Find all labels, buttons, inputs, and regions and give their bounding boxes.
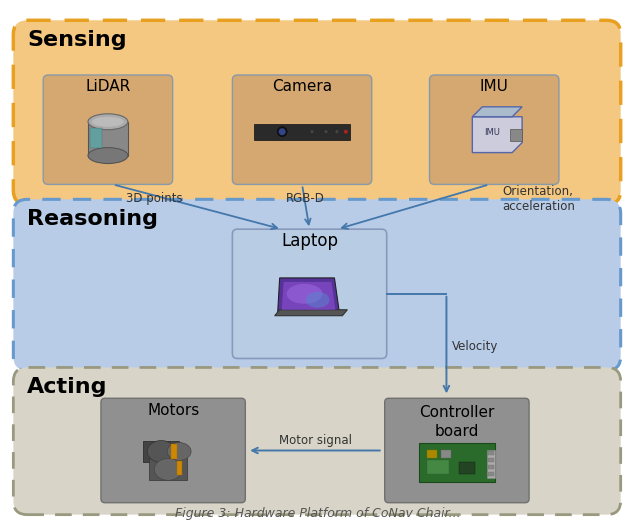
Bar bbox=[427, 461, 449, 474]
Text: IMU: IMU bbox=[480, 80, 509, 94]
Text: RGB-D: RGB-D bbox=[286, 192, 324, 205]
Ellipse shape bbox=[148, 441, 175, 463]
Bar bbox=[171, 443, 177, 460]
Circle shape bbox=[279, 128, 286, 135]
Text: Controller
board: Controller board bbox=[419, 406, 495, 439]
Bar bbox=[441, 451, 451, 458]
Text: Acting: Acting bbox=[27, 377, 107, 397]
Bar bbox=[488, 472, 494, 476]
Polygon shape bbox=[282, 282, 335, 310]
FancyBboxPatch shape bbox=[101, 398, 245, 503]
Bar bbox=[177, 462, 182, 475]
Bar bbox=[459, 463, 475, 474]
Bar bbox=[488, 452, 494, 455]
Text: Reasoning: Reasoning bbox=[27, 209, 158, 230]
Text: Sensing: Sensing bbox=[27, 30, 127, 50]
FancyBboxPatch shape bbox=[13, 367, 621, 515]
FancyBboxPatch shape bbox=[385, 398, 529, 503]
Ellipse shape bbox=[154, 458, 182, 481]
Text: IMU: IMU bbox=[484, 128, 500, 137]
Bar bbox=[88, 122, 128, 156]
Ellipse shape bbox=[305, 292, 329, 308]
Bar bbox=[143, 441, 179, 463]
Ellipse shape bbox=[92, 117, 124, 127]
Bar bbox=[487, 451, 495, 478]
FancyBboxPatch shape bbox=[429, 75, 559, 184]
Ellipse shape bbox=[88, 148, 128, 163]
Polygon shape bbox=[278, 278, 340, 313]
Bar bbox=[510, 129, 522, 140]
Circle shape bbox=[344, 130, 348, 134]
Text: Orientation,
acceleration: Orientation, acceleration bbox=[502, 185, 575, 213]
FancyBboxPatch shape bbox=[13, 199, 621, 370]
Circle shape bbox=[276, 126, 288, 138]
Circle shape bbox=[324, 130, 328, 134]
Text: Motor signal: Motor signal bbox=[279, 434, 352, 447]
Text: Motors: Motors bbox=[147, 403, 199, 418]
Bar bbox=[419, 443, 495, 482]
Bar bbox=[90, 128, 102, 148]
Text: 3D points: 3D points bbox=[126, 192, 183, 205]
FancyBboxPatch shape bbox=[13, 20, 621, 204]
Bar bbox=[488, 458, 494, 463]
Polygon shape bbox=[473, 107, 522, 117]
Ellipse shape bbox=[167, 443, 191, 461]
Text: Laptop: Laptop bbox=[281, 232, 338, 250]
FancyBboxPatch shape bbox=[43, 75, 172, 184]
Text: Figure 3: Hardware Platform of CoNav Chair...: Figure 3: Hardware Platform of CoNav Cha… bbox=[175, 507, 461, 520]
Ellipse shape bbox=[287, 284, 322, 304]
Polygon shape bbox=[473, 117, 522, 152]
Polygon shape bbox=[275, 310, 347, 316]
Bar bbox=[254, 124, 350, 140]
Bar bbox=[149, 458, 187, 481]
Circle shape bbox=[335, 130, 339, 134]
Ellipse shape bbox=[88, 114, 128, 130]
FancyBboxPatch shape bbox=[232, 75, 372, 184]
Text: LiDAR: LiDAR bbox=[85, 80, 130, 94]
Bar bbox=[427, 451, 437, 458]
FancyBboxPatch shape bbox=[232, 229, 387, 358]
Bar bbox=[488, 465, 494, 470]
Text: Velocity: Velocity bbox=[452, 340, 498, 353]
Circle shape bbox=[310, 130, 314, 134]
Text: Camera: Camera bbox=[272, 80, 332, 94]
